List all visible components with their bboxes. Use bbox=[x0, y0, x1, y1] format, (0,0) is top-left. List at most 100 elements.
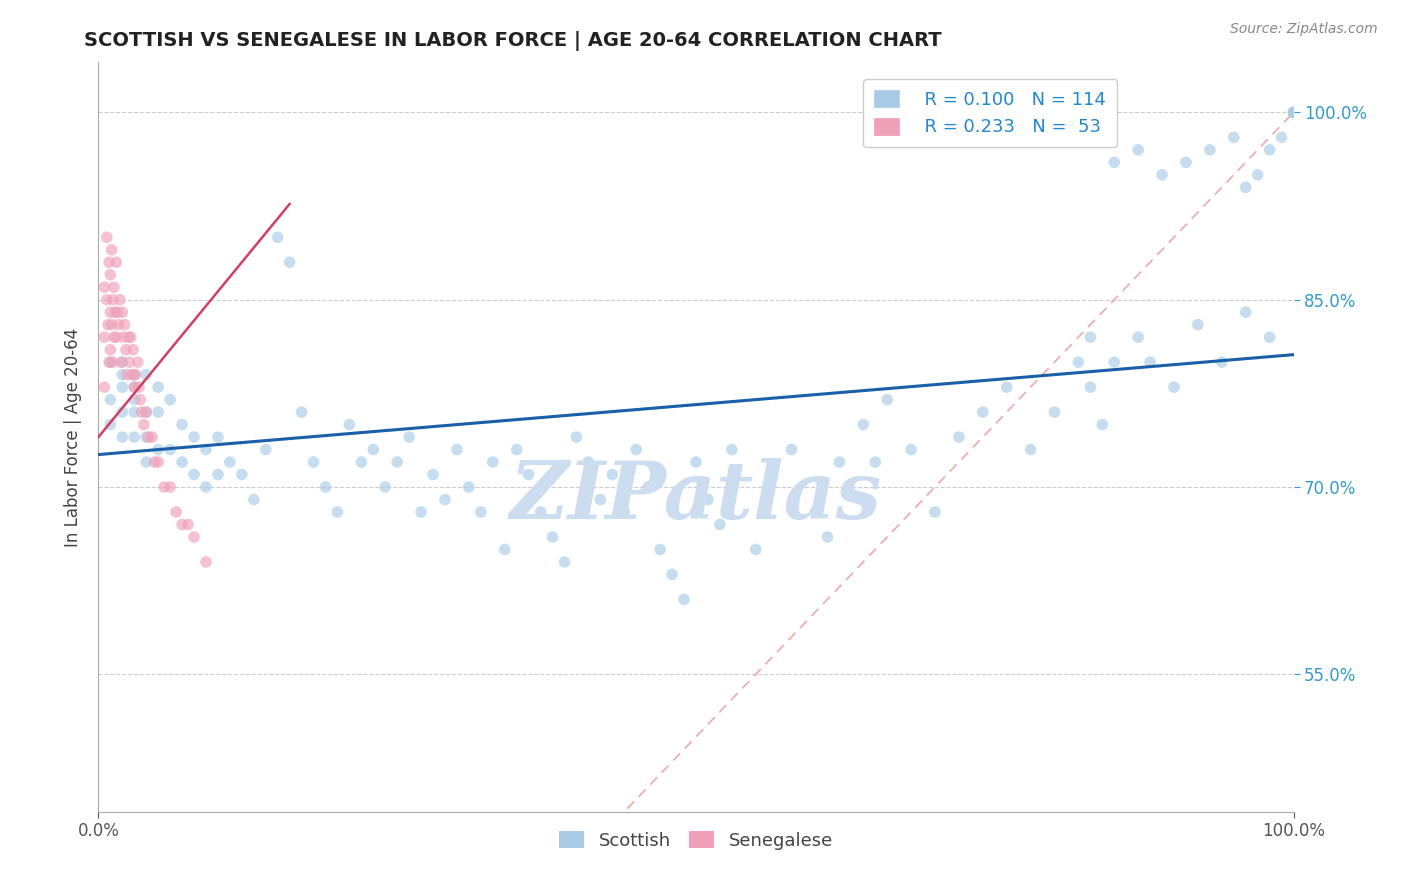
Point bbox=[122, 343, 145, 357]
Point bbox=[105, 330, 128, 344]
Point bbox=[626, 442, 648, 457]
Point bbox=[148, 455, 170, 469]
Point bbox=[124, 380, 146, 394]
Point bbox=[111, 368, 134, 382]
Point bbox=[1175, 155, 1198, 169]
Point bbox=[98, 355, 121, 369]
Point bbox=[1223, 130, 1246, 145]
Point bbox=[434, 492, 457, 507]
Point bbox=[107, 305, 129, 319]
Point bbox=[124, 368, 146, 382]
Point bbox=[98, 355, 122, 369]
Point bbox=[398, 430, 420, 444]
Point bbox=[458, 480, 481, 494]
Point bbox=[1258, 330, 1281, 344]
Point bbox=[111, 305, 134, 319]
Point bbox=[1234, 180, 1257, 194]
Point bbox=[103, 280, 125, 294]
Point bbox=[254, 442, 277, 457]
Point bbox=[98, 268, 122, 282]
Point bbox=[98, 305, 122, 319]
Point bbox=[183, 530, 205, 544]
Point bbox=[98, 417, 122, 432]
Legend: Scottish, Senegalese: Scottish, Senegalese bbox=[550, 822, 842, 859]
Point bbox=[131, 405, 153, 419]
Point bbox=[105, 255, 128, 269]
Point bbox=[1128, 330, 1150, 344]
Point bbox=[1104, 355, 1126, 369]
Point bbox=[1199, 143, 1222, 157]
Point bbox=[828, 455, 851, 469]
Point bbox=[111, 380, 134, 394]
Point bbox=[138, 430, 160, 444]
Point bbox=[339, 417, 361, 432]
Point bbox=[135, 405, 157, 419]
Point bbox=[804, 505, 827, 519]
Point bbox=[115, 368, 138, 382]
Point bbox=[183, 430, 205, 444]
Point bbox=[1211, 355, 1233, 369]
Point bbox=[100, 318, 122, 332]
Point bbox=[135, 368, 157, 382]
Point bbox=[1080, 330, 1102, 344]
Point bbox=[721, 442, 744, 457]
Text: Source: ZipAtlas.com: Source: ZipAtlas.com bbox=[1230, 22, 1378, 37]
Point bbox=[111, 430, 134, 444]
Point bbox=[350, 455, 373, 469]
Point bbox=[93, 280, 115, 294]
Point bbox=[207, 430, 229, 444]
Point bbox=[124, 430, 146, 444]
Point bbox=[780, 442, 803, 457]
Point bbox=[1282, 105, 1305, 120]
Point bbox=[107, 318, 129, 332]
Point bbox=[112, 330, 135, 344]
Point bbox=[1282, 105, 1305, 120]
Point bbox=[385, 455, 409, 469]
Point bbox=[637, 480, 659, 494]
Point bbox=[100, 243, 122, 257]
Point bbox=[159, 392, 181, 407]
Point bbox=[159, 442, 181, 457]
Point bbox=[111, 405, 134, 419]
Point bbox=[97, 318, 120, 332]
Point bbox=[541, 530, 564, 544]
Point bbox=[1067, 355, 1090, 369]
Point bbox=[1247, 168, 1270, 182]
Point bbox=[96, 230, 118, 244]
Point bbox=[98, 392, 122, 407]
Point bbox=[972, 405, 994, 419]
Point bbox=[1091, 417, 1114, 432]
Point bbox=[118, 355, 141, 369]
Point bbox=[267, 230, 290, 244]
Point bbox=[98, 343, 122, 357]
Point bbox=[124, 392, 146, 407]
Point bbox=[865, 455, 887, 469]
Point bbox=[1163, 380, 1185, 394]
Point bbox=[243, 492, 266, 507]
Point bbox=[517, 467, 540, 482]
Point bbox=[948, 430, 970, 444]
Point bbox=[1271, 130, 1294, 145]
Point bbox=[132, 417, 155, 432]
Point bbox=[172, 517, 194, 532]
Point bbox=[1104, 155, 1126, 169]
Point bbox=[422, 467, 444, 482]
Point bbox=[195, 555, 218, 569]
Point bbox=[115, 343, 138, 357]
Point bbox=[98, 255, 121, 269]
Point bbox=[177, 517, 200, 532]
Point bbox=[219, 455, 242, 469]
Point bbox=[506, 442, 529, 457]
Point bbox=[124, 368, 146, 382]
Point bbox=[1019, 442, 1042, 457]
Point bbox=[589, 492, 612, 507]
Point bbox=[104, 305, 127, 319]
Point bbox=[129, 392, 152, 407]
Point bbox=[876, 392, 898, 407]
Point bbox=[554, 555, 576, 569]
Point bbox=[141, 430, 163, 444]
Point bbox=[231, 467, 253, 482]
Text: SCOTTISH VS SENEGALESE IN LABOR FORCE | AGE 20-64 CORRELATION CHART: SCOTTISH VS SENEGALESE IN LABOR FORCE | … bbox=[84, 31, 942, 51]
Point bbox=[315, 480, 337, 494]
Point bbox=[124, 405, 146, 419]
